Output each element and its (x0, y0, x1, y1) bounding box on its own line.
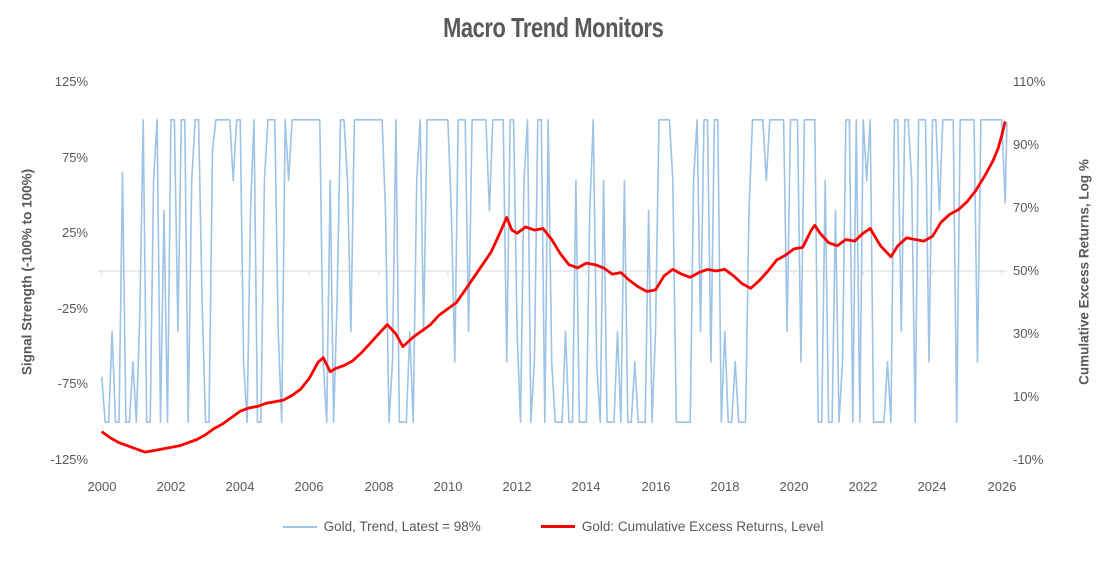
legend: Gold, Trend, Latest = 98% Gold: Cumulati… (0, 519, 1106, 534)
y-right-tick-label: 90% (1013, 137, 1040, 152)
y-right-tick-label: -10% (1013, 452, 1044, 467)
y-right-tick-label: 10% (1013, 389, 1040, 404)
y-right-tick-label: 30% (1013, 326, 1040, 341)
x-axis-tick-label: 2024 (917, 479, 947, 494)
x-axis-tick-label: 2002 (156, 479, 186, 494)
series-gold-trend-line (100, 119, 1008, 424)
chart-title: Macro Trend Monitors (442, 12, 664, 43)
y-right-tick-label: 50% (1013, 263, 1040, 278)
chart-title-row: Macro Trend Monitors (0, 12, 1106, 44)
y-right-tick-label: 110% (1013, 74, 1046, 89)
x-axis-tick-label: 2026 (987, 479, 1017, 494)
legend-swatch-gold-returns (540, 525, 575, 528)
legend-item-gold-trend: Gold, Trend, Latest = 98% (282, 519, 481, 534)
x-axis-tick-label: 2018 (710, 479, 740, 494)
x-axis-tick-label: 2004 (225, 479, 255, 494)
y-left-tick-label: 25% (61, 225, 88, 240)
legend-swatch-gold-trend (282, 525, 317, 528)
x-axis-tick-label: 2012 (502, 479, 532, 494)
x-axis-tick-label: 2008 (364, 479, 394, 494)
x-axis-tick-label: 2014 (571, 479, 601, 494)
x-axis-tick-label: 2022 (848, 479, 878, 494)
y-left-tick-label: 125% (54, 74, 88, 89)
legend-item-gold-returns: Gold: Cumulative Excess Returns, Level (540, 519, 824, 534)
legend-label-gold-returns: Gold: Cumulative Excess Returns, Level (581, 519, 824, 534)
x-axis-tick-label: 2020 (779, 479, 809, 494)
y-left-tick-label: -75% (57, 376, 88, 391)
x-axis-tick-label: 2000 (87, 479, 117, 494)
y-right-tick-label: 70% (1013, 200, 1040, 215)
legend-label-gold-trend: Gold, Trend, Latest = 98% (323, 519, 481, 534)
x-axis-tick-label: 2016 (641, 479, 671, 494)
x-axis-tick-label: 2006 (294, 479, 324, 494)
x-axis-tick-marks (101, 271, 1003, 275)
y-left-tick-label: -125% (50, 452, 88, 467)
series-gold-cumulative-returns-line (100, 121, 1007, 454)
x-axis-tick-label: 2010 (433, 479, 463, 494)
y-left-tick-label: -25% (57, 301, 88, 316)
y-left-tick-label: 75% (61, 150, 88, 165)
